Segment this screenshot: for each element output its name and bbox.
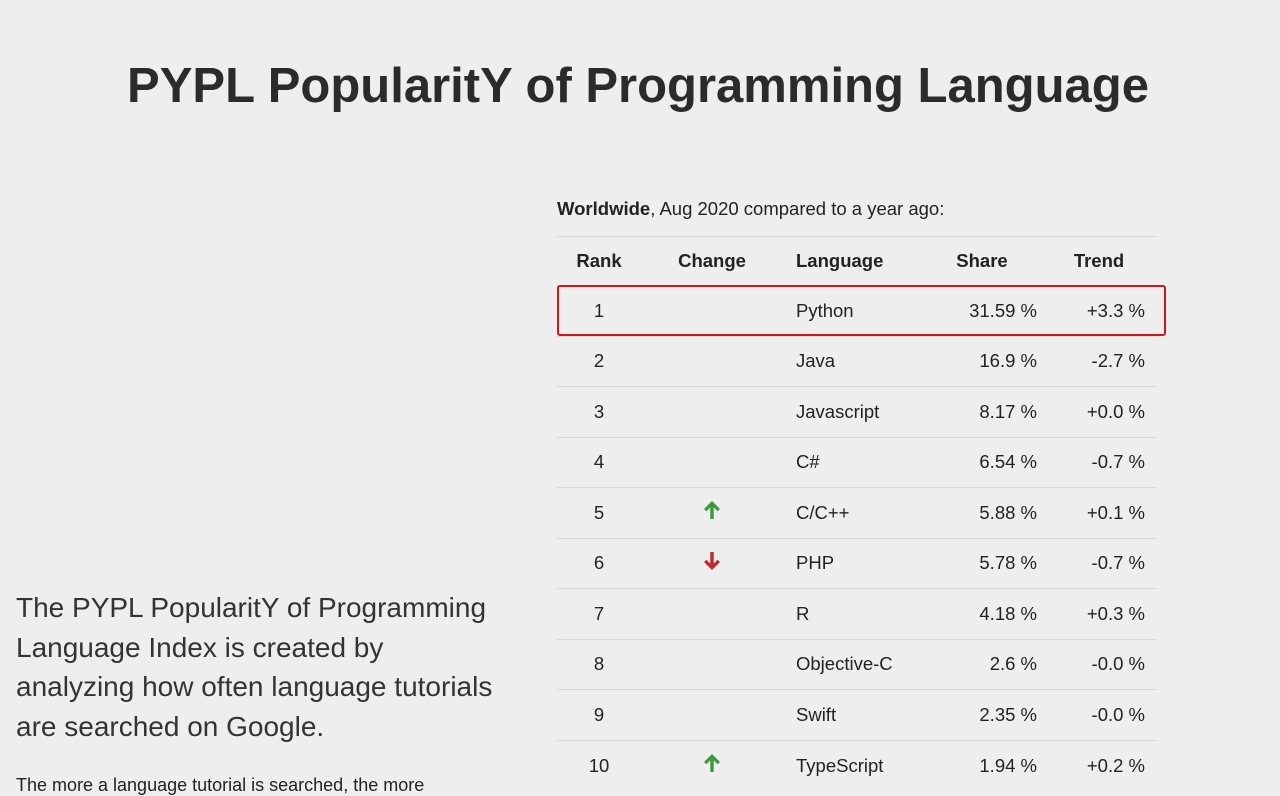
table-header-row: Rank Change Language Share Trend <box>557 236 1157 286</box>
cell-language: Python <box>783 285 923 336</box>
cell-share: 31.59 % <box>923 285 1041 336</box>
cell-language: TypeScript <box>783 739 923 791</box>
cell-language: C/C++ <box>783 487 923 538</box>
cell-share: 5.88 % <box>923 487 1041 538</box>
ranking-table: Rank Change Language Share Trend 1 Python… <box>557 236 1157 791</box>
table-row: 10 TypeScript 1.94 % +0.2 % <box>557 739 1157 791</box>
arrow-up-icon <box>702 499 722 526</box>
cell-language: Java <box>783 335 923 387</box>
cell-language: C# <box>783 436 923 488</box>
table-row: 3 Javascript 8.17 % +0.0 % <box>557 386 1157 437</box>
header-rank[interactable]: Rank <box>557 236 641 286</box>
cell-trend: -0.7 % <box>1041 537 1157 589</box>
arrow-down-icon <box>702 550 722 577</box>
caption-text: , Aug 2020 compared to a year ago: <box>650 198 945 219</box>
table-row: 6 PHP 5.78 % -0.7 % <box>557 537 1157 589</box>
cell-rank: 2 <box>557 335 641 387</box>
cell-language: Objective-C <box>783 638 923 690</box>
more-paragraph: The more a language tutorial is searched… <box>16 775 425 795</box>
table-row: 4 C# 6.54 % -0.7 % <box>557 436 1157 488</box>
table-row: 8 Objective-C 2.6 % -0.0 % <box>557 638 1157 690</box>
cell-change <box>641 335 783 387</box>
cell-share: 16.9 % <box>923 335 1041 387</box>
caption-region: Worldwide <box>557 198 651 219</box>
cell-change <box>641 638 783 690</box>
table-row: 9 Swift 2.35 % -0.0 % <box>557 689 1157 740</box>
header-share[interactable]: Share <box>923 236 1041 286</box>
cell-change <box>641 285 783 336</box>
cell-change <box>641 487 783 538</box>
cell-share: 6.54 % <box>923 436 1041 488</box>
table-row: 1 Python 31.59 % +3.3 % <box>557 285 1157 336</box>
cell-change <box>641 386 783 437</box>
cell-share: 1.94 % <box>923 739 1041 791</box>
cell-rank: 8 <box>557 638 641 690</box>
intro-paragraph: The PYPL PopularitY of Programming Langu… <box>16 592 493 742</box>
page-title: PYPL PopularitY of Programming Language <box>127 59 1149 113</box>
cell-change <box>641 689 783 740</box>
table-body: 1 Python 31.59 % +3.3 % 2 Java 16.9 % -2.7 % 3 Ja… <box>557 285 1157 791</box>
header-trend[interactable]: Trend <box>1041 236 1157 286</box>
cell-language: R <box>783 588 923 639</box>
cell-trend: +3.3 % <box>1041 285 1157 336</box>
cell-trend: +0.2 % <box>1041 739 1157 791</box>
arrow-up-icon <box>702 752 722 779</box>
cell-rank: 3 <box>557 386 641 437</box>
cell-share: 5.78 % <box>923 537 1041 589</box>
cell-language: PHP <box>783 537 923 589</box>
cell-rank: 4 <box>557 436 641 488</box>
cell-trend: -0.7 % <box>1041 436 1157 488</box>
cell-trend: +0.3 % <box>1041 588 1157 639</box>
cell-share: 4.18 % <box>923 588 1041 639</box>
cell-trend: +0.1 % <box>1041 487 1157 538</box>
table-row: 2 Java 16.9 % -2.7 % <box>557 335 1157 387</box>
cell-language: Javascript <box>783 386 923 437</box>
cell-trend: +0.0 % <box>1041 386 1157 437</box>
cell-trend: -2.7 % <box>1041 335 1157 387</box>
table-row: 5 C/C++ 5.88 % +0.1 % <box>557 487 1157 538</box>
cell-trend: -0.0 % <box>1041 689 1157 740</box>
cell-rank: 1 <box>557 285 641 336</box>
cell-rank: 5 <box>557 487 641 538</box>
table-row: 7 R 4.18 % +0.3 % <box>557 588 1157 639</box>
cell-change <box>641 739 783 791</box>
cell-rank: 6 <box>557 537 641 589</box>
cell-share: 2.35 % <box>923 689 1041 740</box>
cell-share: 2.6 % <box>923 638 1041 690</box>
cell-rank: 10 <box>557 739 641 791</box>
cell-change <box>641 436 783 488</box>
cell-trend: -0.0 % <box>1041 638 1157 690</box>
header-language[interactable]: Language <box>783 236 923 286</box>
cell-language: Swift <box>783 689 923 740</box>
cell-change <box>641 537 783 589</box>
cell-change <box>641 588 783 639</box>
cell-share: 8.17 % <box>923 386 1041 437</box>
cell-rank: 7 <box>557 588 641 639</box>
cell-rank: 9 <box>557 689 641 740</box>
header-change[interactable]: Change <box>641 236 783 286</box>
table-caption: Worldwide, Aug 2020 compared to a year a… <box>557 198 944 220</box>
